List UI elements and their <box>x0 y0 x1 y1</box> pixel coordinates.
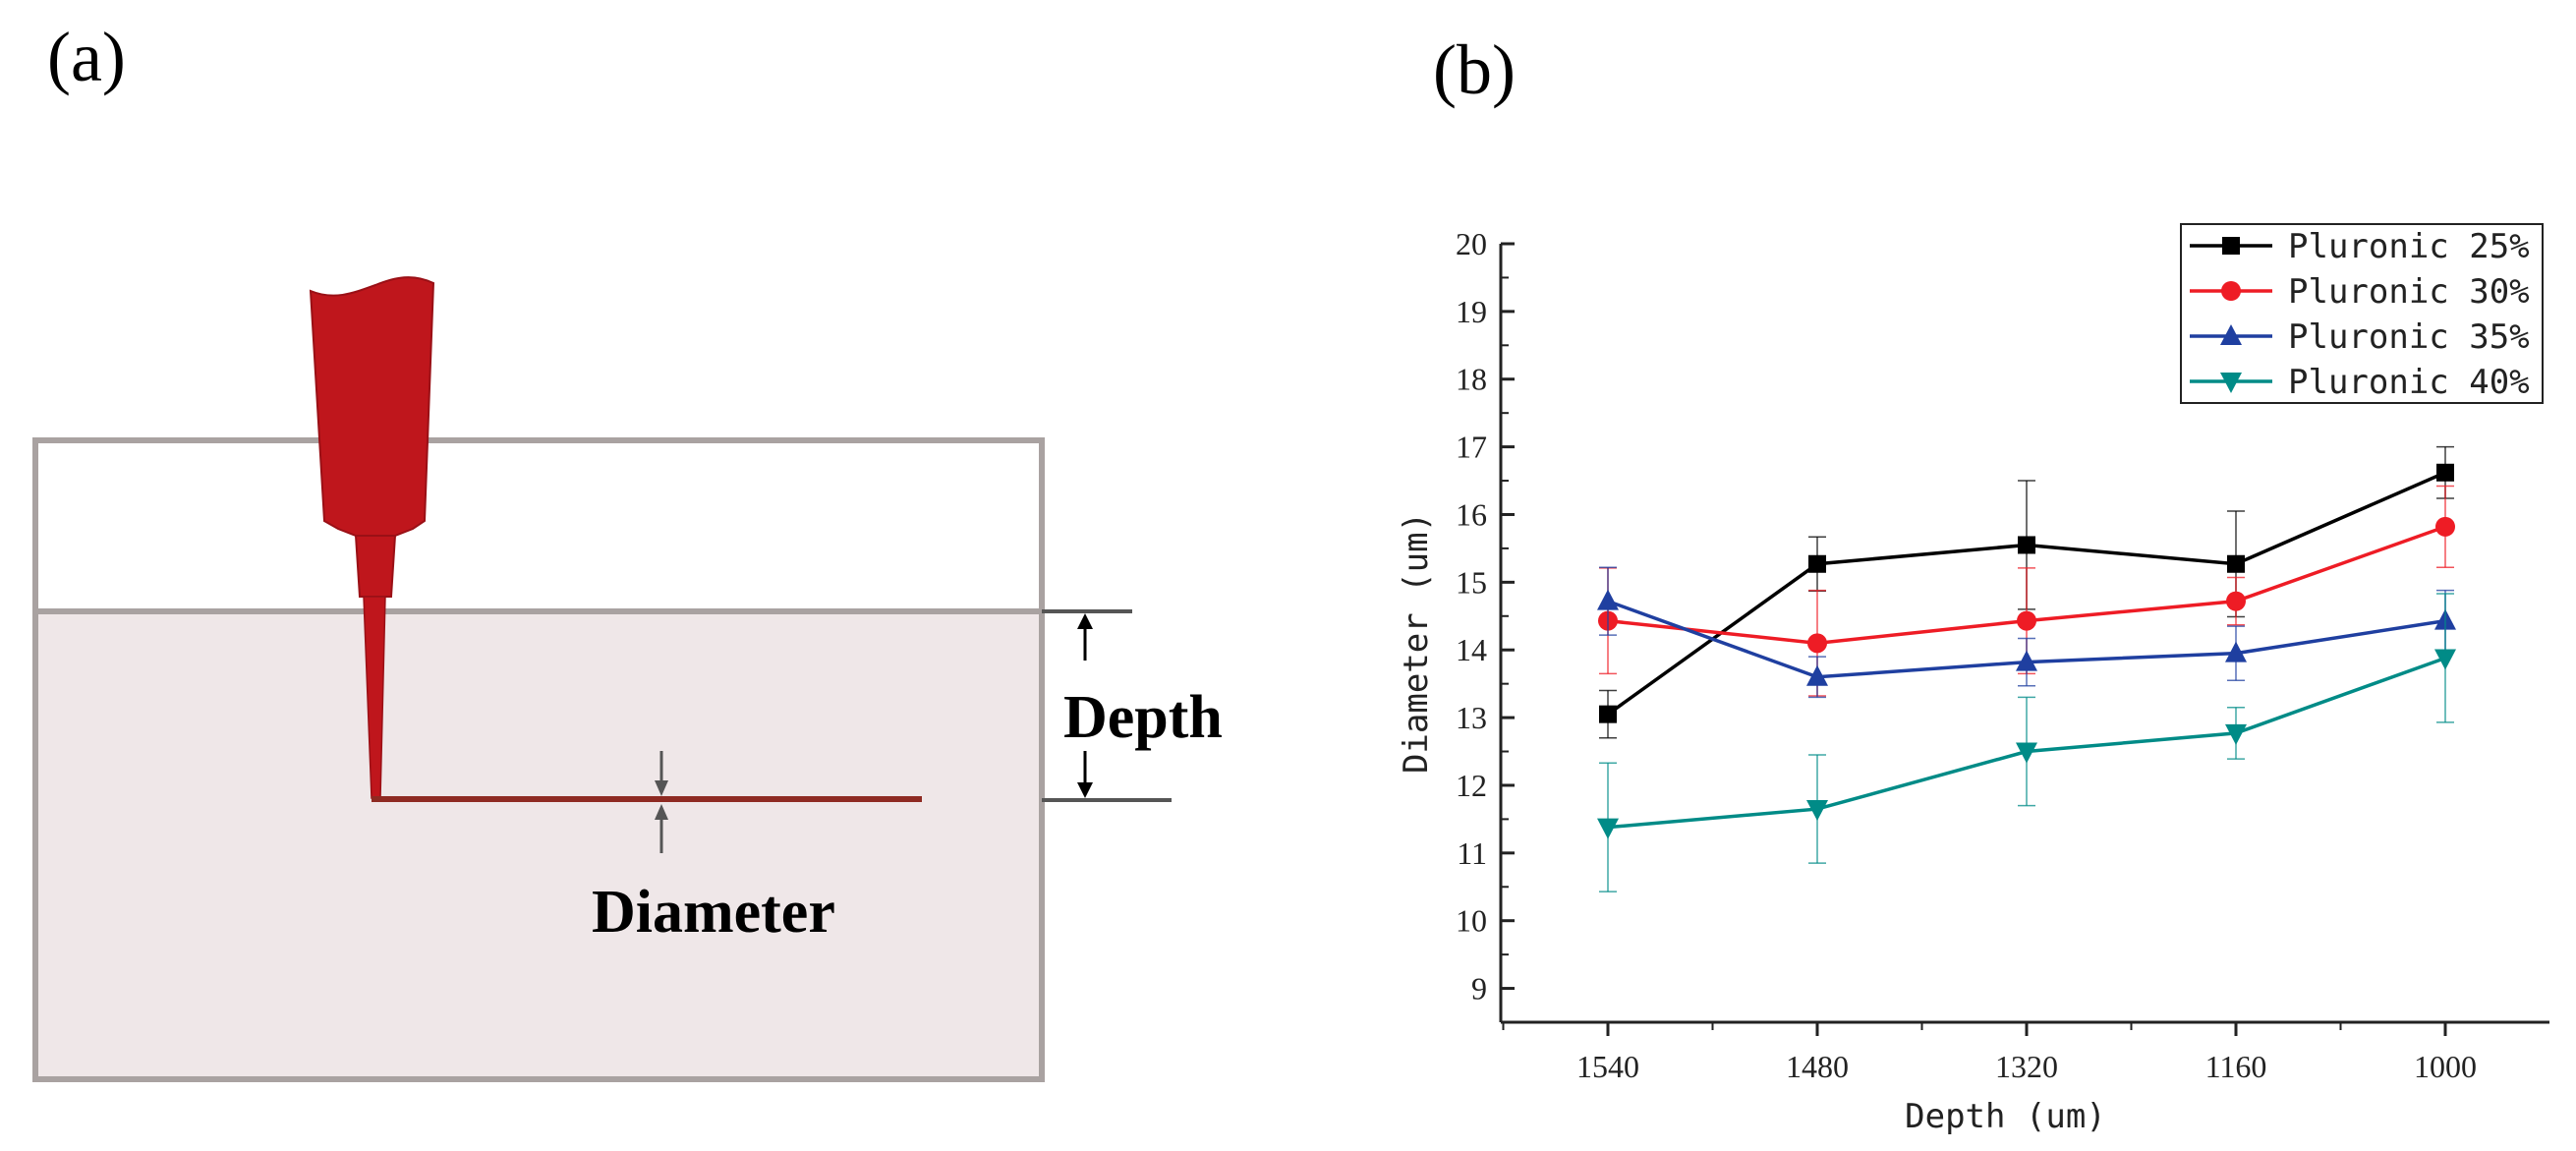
y-tick-label: 16 <box>1456 496 1487 532</box>
data-point <box>1597 589 1619 610</box>
series-1 <box>1599 445 2454 739</box>
printing-schematic: Depth Diameter <box>32 276 1223 1082</box>
y-tick-label: 20 <box>1456 226 1487 261</box>
legend-label: Pluronic 40% <box>2288 363 2530 402</box>
y-axis-label: Diameter (um) <box>1397 512 1436 774</box>
y-tick-label: 10 <box>1456 903 1487 939</box>
data-point <box>2434 649 2456 670</box>
series-4 <box>1597 593 2456 892</box>
x-tick-label: 1160 <box>2205 1049 2267 1084</box>
data-point <box>1599 705 1617 723</box>
series-2 <box>1598 485 2455 697</box>
panel-b-label: (b) <box>1433 30 1516 109</box>
data-point <box>2018 536 2035 554</box>
legend-label: Pluronic 35% <box>2288 317 2530 357</box>
x-tick-label: 1320 <box>1995 1049 2058 1084</box>
diameter-arrowhead-down <box>655 780 668 796</box>
data-point <box>2225 641 2247 662</box>
data-point <box>1806 800 1828 822</box>
y-tick-label: 14 <box>1456 632 1487 667</box>
legend-marker <box>2222 237 2240 255</box>
y-tick-label: 11 <box>1457 835 1487 871</box>
legend-marker <box>2220 324 2242 345</box>
data-point <box>1808 554 1826 573</box>
x-tick-label: 1540 <box>1576 1049 1639 1084</box>
data-point <box>2225 723 2247 745</box>
data-point <box>2017 610 2036 631</box>
support-bath <box>32 608 1045 1082</box>
legend-marker <box>2221 281 2241 301</box>
chart-axes: 9 10 11 12 13 14 15 16 17 18 19 20 1540 1480 1320 1160 1… <box>1456 226 2549 1084</box>
data-point <box>2016 742 2037 764</box>
y-tick-label: 12 <box>1456 768 1487 803</box>
data-point <box>2226 591 2246 611</box>
printing-nozzle <box>309 276 435 537</box>
chart-series <box>1597 445 2456 892</box>
data-point <box>1597 818 1619 839</box>
y-tick-label: 18 <box>1456 362 1487 397</box>
depth-arrowhead-up <box>1077 613 1093 629</box>
printed-filament <box>372 796 922 802</box>
y-tick-label: 17 <box>1456 430 1487 465</box>
legend-label: Pluronic 30% <box>2288 272 2530 312</box>
y-tick-label: 19 <box>1456 294 1487 329</box>
y-tick-label: 13 <box>1456 700 1487 735</box>
depth-arrowhead-down <box>1077 782 1093 798</box>
diameter-label: Diameter <box>592 879 835 946</box>
data-point <box>1807 633 1827 654</box>
data-point <box>2227 554 2245 573</box>
data-point <box>2016 650 2037 671</box>
diameter-vs-depth-chart: 9 10 11 12 13 14 15 16 17 18 19 20 1540 1480 1320 1160 1… <box>1397 223 2549 1136</box>
legend-label: Pluronic 25% <box>2288 227 2530 266</box>
chart-legend: Pluronic 25% Pluronic 30% Pluronic 35% Plur… <box>2180 223 2544 404</box>
y-tick-label: 15 <box>1456 564 1487 600</box>
legend-marker <box>2220 373 2242 393</box>
data-point <box>2435 516 2455 537</box>
y-tick-label: 9 <box>1471 971 1487 1007</box>
nozzle-neck <box>354 535 397 598</box>
x-tick-label: 1000 <box>2414 1049 2477 1084</box>
data-point <box>2436 463 2454 482</box>
x-tick-label: 1480 <box>1786 1049 1849 1084</box>
panel-a-label: (a) <box>47 18 126 96</box>
x-axis-label: Depth (um) <box>1905 1097 2106 1136</box>
depth-label: Depth <box>1063 684 1223 751</box>
diameter-arrowhead-up <box>655 804 668 820</box>
data-point <box>1806 664 1828 686</box>
